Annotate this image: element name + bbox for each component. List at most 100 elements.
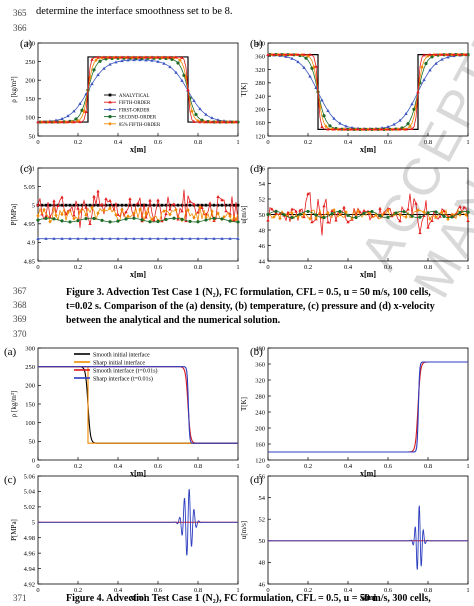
marker-first-order <box>188 236 192 240</box>
marker-first-order <box>44 236 48 240</box>
marker-second-order <box>140 218 144 222</box>
marker-85-fifth-order <box>374 213 378 217</box>
marker-85-fifth-order <box>76 118 80 123</box>
marker-85-fifth-order <box>84 213 88 217</box>
marker-first-order <box>52 236 56 240</box>
marker-first-order <box>308 74 312 78</box>
marker-fifth-order <box>278 52 282 56</box>
x-tick-label: 0.2 <box>74 587 82 594</box>
y-tick-label: 160 <box>255 120 265 127</box>
marker-second-order <box>434 210 438 214</box>
series-smooth-t001 <box>268 361 468 453</box>
y-tick-label: 400 <box>255 40 265 47</box>
marker-fifth-order <box>84 109 88 113</box>
marker-second-order <box>378 214 382 218</box>
y-tick-label: 4.95 <box>24 221 35 228</box>
marker-85-fifth-order <box>162 209 166 214</box>
marker-fifth-order <box>126 55 130 59</box>
legend-marker <box>108 107 112 111</box>
marker-first-order <box>172 236 176 240</box>
marker-85-fifth-order <box>290 211 294 215</box>
marker-85-fifth-order <box>404 215 408 219</box>
marker-85-fifth-order <box>94 58 98 62</box>
marker-first-order <box>422 78 426 82</box>
marker-85-fifth-order <box>90 205 94 210</box>
marker-second-order <box>458 210 462 215</box>
marker-85-fifth-order <box>66 210 70 215</box>
y-axis-label: ρ [kg/m³] <box>10 391 18 417</box>
marker-fifth-order <box>90 57 94 61</box>
marker-analytical <box>120 203 124 207</box>
x-tick-label: 1 <box>236 587 239 594</box>
marker-85-fifth-order <box>222 215 226 219</box>
marker-85-fifth-order <box>42 207 46 212</box>
marker-fifth-order <box>298 208 302 212</box>
series-first-order <box>37 59 239 123</box>
figure4-caption-line1: Figure 4. Advection Test Case 1 (N₂), FC… <box>66 593 431 604</box>
marker-fifth-order <box>36 203 40 207</box>
marker-first-order <box>332 116 336 120</box>
marker-fifth-order <box>60 120 64 124</box>
marker-85-fifth-order <box>420 65 424 70</box>
marker-second-order <box>44 216 48 220</box>
marker-first-order <box>126 58 130 62</box>
x-tick-label: 0.8 <box>424 587 432 594</box>
line-number: 368 <box>13 300 27 310</box>
marker-85-fifth-order <box>54 213 58 218</box>
y-tick-label: 250 <box>25 59 35 66</box>
y-tick-label: 150 <box>25 96 35 103</box>
x-tick-label: 0.2 <box>74 264 82 271</box>
marker-first-order <box>144 58 148 62</box>
figure3-caption-line3: between the analytical and the numerical… <box>66 315 281 326</box>
marker-fifth-order <box>438 214 442 218</box>
marker-fifth-order <box>232 218 236 222</box>
marker-fifth-order <box>168 207 172 211</box>
y-tick-label: 200 <box>255 107 265 114</box>
y-tick-label: 5.02 <box>24 504 35 511</box>
x-tick-label: 0.8 <box>194 587 202 594</box>
marker-analytical <box>68 203 72 207</box>
marker-first-order <box>76 236 80 240</box>
marker-analytical <box>136 203 140 207</box>
marker-analytical <box>96 203 100 207</box>
marker-85-fifth-order <box>96 211 100 216</box>
marker-second-order <box>76 218 80 223</box>
marker-85-fifth-order <box>314 216 318 220</box>
marker-second-order <box>450 215 454 219</box>
marker-first-order <box>296 60 300 64</box>
legend-marker <box>108 115 112 119</box>
panel-label: (d) <box>250 474 263 486</box>
marker-fifth-order <box>296 52 300 56</box>
marker-85-fifth-order <box>88 75 92 80</box>
marker-first-order <box>156 236 160 240</box>
y-tick-label: 4.94 <box>24 566 36 573</box>
y-tick-label: 50 <box>259 212 266 219</box>
y-tick-label: 100 <box>25 420 35 427</box>
line-number: 369 <box>13 314 27 324</box>
marker-second-order <box>314 213 318 217</box>
marker-fifth-order <box>302 52 306 56</box>
x-tick-label: 0.6 <box>384 139 393 146</box>
marker-fifth-order <box>350 127 354 131</box>
x-axis-label: x[m] <box>130 270 146 279</box>
marker-fifth-order <box>222 120 226 124</box>
marker-first-order <box>162 61 166 65</box>
y-tick-label: 4.85 <box>24 258 35 265</box>
y-tick-label: 250 <box>25 364 35 371</box>
y-axis-label: P[MPa] <box>10 519 18 541</box>
marker-analytical <box>196 203 200 207</box>
marker-second-order <box>148 220 152 224</box>
marker-analytical <box>204 203 208 207</box>
marker-fifth-order <box>102 55 106 59</box>
legend-entry: Sharp initial interface <box>93 359 145 366</box>
marker-fifth-order <box>124 210 128 214</box>
marker-first-order <box>284 54 288 58</box>
marker-first-order <box>78 102 82 106</box>
marker-second-order <box>386 215 390 219</box>
marker-analytical <box>128 203 132 207</box>
marker-first-order <box>90 82 94 86</box>
marker-fifth-order <box>174 55 178 59</box>
marker-analytical <box>184 203 188 207</box>
marker-85-fifth-order <box>318 104 322 109</box>
marker-fifth-order <box>346 220 350 224</box>
